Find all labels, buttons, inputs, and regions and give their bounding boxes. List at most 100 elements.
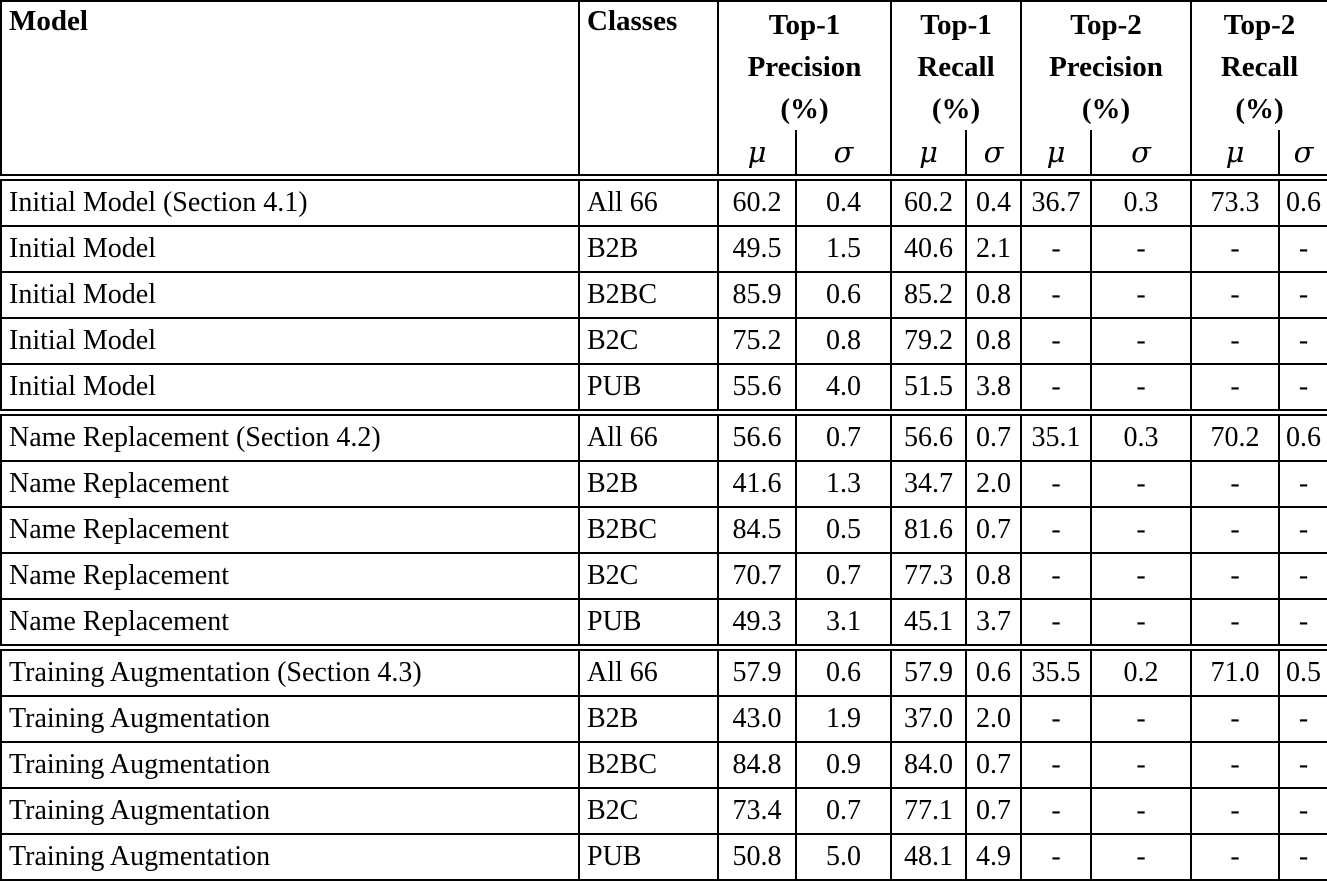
cell-value: 71.0 [1190,644,1280,697]
cell-value: - [1190,552,1280,600]
cell-classes: All 66 [578,644,719,697]
cell-value: - [1090,695,1192,743]
cell-value: 85.2 [890,271,967,319]
table-row: Initial Model (Section 4.1) All 66 60.2 0.4… [0,174,1327,227]
cell-value: 51.5 [890,363,967,414]
cell-value: - [1020,833,1092,881]
cell-value: 41.6 [717,460,797,508]
cell-value: - [1278,460,1327,508]
cell-classes: B2BC [578,271,719,319]
cell-classes: B2B [578,225,719,273]
stat-header-mu-top2-recall: μ [1190,130,1280,179]
cell-classes: B2C [578,317,719,365]
cell-value: 2.0 [965,695,1022,743]
cell-model: Initial Model [0,317,580,365]
stat-header-sigma-top1-precision: σ [795,130,892,179]
cell-value: 84.8 [717,741,797,789]
cell-value: - [1020,741,1092,789]
col-header-top2-precision: Top-2 Precision (%) [1020,0,1192,130]
cell-value: - [1020,225,1092,273]
cell-classes: B2C [578,552,719,600]
cell-value: 70.7 [717,552,797,600]
cell-value: - [1020,695,1092,743]
cell-value: - [1278,271,1327,319]
cell-value: 0.9 [795,741,892,789]
group-title-line: (%) [780,93,829,125]
cell-value: 81.6 [890,506,967,554]
cell-value: 0.6 [1278,174,1327,227]
cell-value: - [1090,741,1192,789]
group-title-line: Precision [1049,51,1163,83]
cell-value: - [1090,363,1192,414]
cell-model: Training Augmentation [0,741,580,789]
cell-value: 35.1 [1020,409,1092,462]
cell-value: 0.6 [795,644,892,697]
header-row-groups: Model Classes Top-1 Precision (%) Top-1 … [0,0,1327,179]
table-row: Training Augmentation (Section 4.3) All 6… [0,644,1327,697]
group-title-line: (%) [931,93,981,125]
cell-value: 60.2 [717,174,797,227]
table-row: Name Replacement B2C 70.7 0.7 77.3 0.8- - - - [0,552,1327,600]
cell-value: - [1020,271,1092,319]
cell-value: - [1090,787,1192,835]
cell-model: Name Replacement [0,552,580,600]
cell-value: - [1090,460,1192,508]
cell-value: 56.6 [717,409,797,462]
cell-value: 35.5 [1020,644,1092,697]
cell-classes: B2BC [578,741,719,789]
cell-value: 50.8 [717,833,797,881]
table-row: Name Replacement B2B 41.6 1.3 34.7 2.0- - - - [0,460,1327,508]
table-row: Name Replacement (Section 4.2) All 66 56.6… [0,409,1327,462]
col-header-top1-recall: Top-1 Recall (%) [890,0,1022,130]
cell-classes: All 66 [578,174,719,227]
cell-value: 0.8 [795,317,892,365]
col-header-top1-precision: Top-1 Precision (%) [717,0,892,130]
cell-value: 77.1 [890,787,967,835]
table-row: Initial Model B2C 75.2 0.8 79.2 0.8- - - - [0,317,1327,365]
group-title-line: Recall [917,51,995,83]
cell-value: 49.5 [717,225,797,273]
cell-value: - [1190,695,1280,743]
cell-value: 73.3 [1190,174,1280,227]
cell-value: - [1190,225,1280,273]
cell-value: 73.4 [717,787,797,835]
cell-value: 1.5 [795,225,892,273]
cell-value: 79.2 [890,317,967,365]
stat-header-mu-top1-recall: μ [890,130,967,179]
cell-value: - [1190,787,1280,835]
cell-value: 55.6 [717,363,797,414]
group-title-line: Precision [747,51,862,83]
cell-value: 56.6 [890,409,967,462]
stat-header-mu-top2-precision: μ [1020,130,1092,179]
cell-value: - [1190,741,1280,789]
table-row: Initial Model B2BC 85.9 0.6 85.2 0.8- - - - [0,271,1327,319]
cell-value: - [1020,317,1092,365]
cell-value: 0.7 [965,787,1022,835]
cell-value: 57.9 [890,644,967,697]
cell-value: 36.7 [1020,174,1092,227]
stat-header-sigma-top2-recall: σ [1278,130,1327,179]
cell-value: 0.7 [795,552,892,600]
cell-value: 75.2 [717,317,797,365]
col-header-classes: Classes [578,0,719,179]
cell-model: Training Augmentation [0,833,580,881]
header-row-stats: μ σ μ σ μ σ μ σ [1,130,1327,179]
cell-classes: All 66 [578,409,719,462]
table-row: Training Augmentation B2B 43.0 1.9 37.0 2.0- -… [0,695,1327,743]
cell-value: - [1090,271,1192,319]
cell-value: 57.9 [717,644,797,697]
cell-value: 5.0 [795,833,892,881]
table-row: Name Replacement PUB 49.3 3.1 45.1 3.7- - - - [0,598,1327,649]
cell-value: 34.7 [890,460,967,508]
cell-value: 3.8 [965,363,1022,414]
cell-model: Training Augmentation (Section 4.3) [0,644,580,697]
cell-value: 43.0 [717,695,797,743]
cell-value: - [1190,363,1280,414]
cell-value: 0.7 [795,409,892,462]
cell-value: 0.6 [965,644,1022,697]
cell-value: 0.8 [965,271,1022,319]
cell-value: 48.1 [890,833,967,881]
cell-value: - [1190,506,1280,554]
cell-value: - [1190,598,1280,649]
